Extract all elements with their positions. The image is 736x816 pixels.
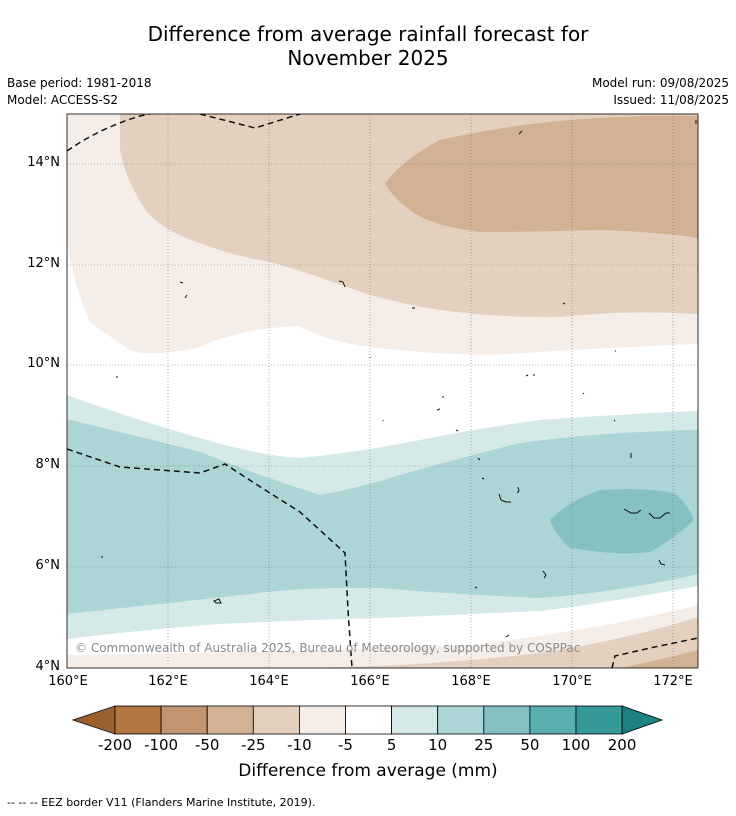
- gridlines: [67, 114, 698, 668]
- issued-date: Issued: 11/08/2025: [613, 93, 729, 107]
- colorbar-tick-label: 100: [561, 736, 591, 754]
- title-line-1: Difference from average rainfall forecas…: [147, 22, 589, 46]
- meta-left: Base period: 1981-2018 Model: ACCESS-S2: [7, 75, 152, 109]
- lat-tick-8n: 8°N: [35, 457, 61, 472]
- model-name: Model: ACCESS-S2: [7, 93, 119, 107]
- colorbar-tick-label: -10: [287, 736, 312, 754]
- colorbar-tick-label: -50: [194, 736, 220, 754]
- lon-tick-166e: 166°E: [350, 674, 390, 689]
- lat-tick-6n: 6°N: [35, 558, 61, 573]
- copyright-notice: © Commonwealth of Australia 2025, Bureau…: [75, 641, 581, 655]
- colorbar-title: Difference from average (mm): [238, 761, 498, 781]
- rainfall-map: [66, 113, 699, 669]
- colorbar-tick-label: 5: [386, 736, 397, 754]
- band-25: [550, 489, 694, 554]
- colorbar: [71, 705, 664, 735]
- lon-tick-160e: 160°E: [48, 674, 88, 689]
- lat-tick-12n: 12°N: [27, 256, 60, 271]
- band-minus25: [385, 115, 698, 238]
- colorbar-cell: [114, 705, 162, 735]
- colorbar-tick-label: 50: [520, 736, 540, 754]
- lon-tick-170e: 170°E: [552, 674, 592, 689]
- eez-legend: -- -- -- EEZ border V11 (Flanders Marine…: [7, 796, 316, 809]
- colorbar-cell: [160, 705, 208, 735]
- islands: [101, 120, 697, 638]
- lat-tick-10n: 10°N: [27, 356, 60, 371]
- colorbar-tick-label: -200: [97, 736, 133, 754]
- lon-tick-162e: 162°E: [148, 674, 188, 689]
- lon-tick-172e: 172°E: [653, 674, 693, 689]
- colorbar-tick-label: 25: [474, 736, 494, 754]
- colorbar-tick-label: -5: [338, 736, 353, 754]
- band-minus5-south: [67, 605, 698, 668]
- colorbar-extend-high: [621, 705, 664, 735]
- lon-tick-164e: 164°E: [249, 674, 289, 689]
- colorbar-cell: [575, 705, 623, 735]
- colorbar-cell: [529, 705, 577, 735]
- map-fills: [67, 114, 698, 668]
- map-frame: [66, 113, 699, 669]
- colorbar-cell: [252, 705, 300, 735]
- meta-right: Model run: 09/08/2025 Issued: 11/08/2025: [592, 75, 729, 109]
- colorbar-cell: [437, 705, 485, 735]
- band-minus25-south: [620, 650, 698, 668]
- band-minus10-south: [300, 617, 698, 668]
- band-10: [67, 419, 698, 614]
- colorbar-tick-label: 10: [428, 736, 448, 754]
- colorbar-tick-label: 200: [607, 736, 637, 754]
- model-run: Model run: 09/08/2025: [591, 76, 729, 90]
- colorbar-cell: [206, 705, 254, 735]
- lat-tick-14n: 14°N: [27, 155, 60, 170]
- chart-title: Difference from average rainfall forecas…: [0, 22, 736, 70]
- colorbar-tick-label: -100: [144, 736, 179, 754]
- colorbar-cell: [483, 705, 531, 735]
- colorbar-cell: [345, 705, 392, 735]
- colorbar-tick-label: -25: [241, 736, 266, 754]
- colorbar-extend-low: [71, 705, 116, 735]
- eez-borders: [67, 114, 698, 668]
- base-period: Base period: 1981-2018: [7, 76, 152, 90]
- colorbar-cell: [298, 705, 346, 735]
- lon-tick-168e: 168°E: [451, 674, 491, 689]
- lat-tick-4n: 4°N: [35, 659, 61, 674]
- title-line-2: November 2025: [287, 46, 449, 70]
- colorbar-cells: [71, 705, 664, 735]
- colorbar-cell: [391, 705, 439, 735]
